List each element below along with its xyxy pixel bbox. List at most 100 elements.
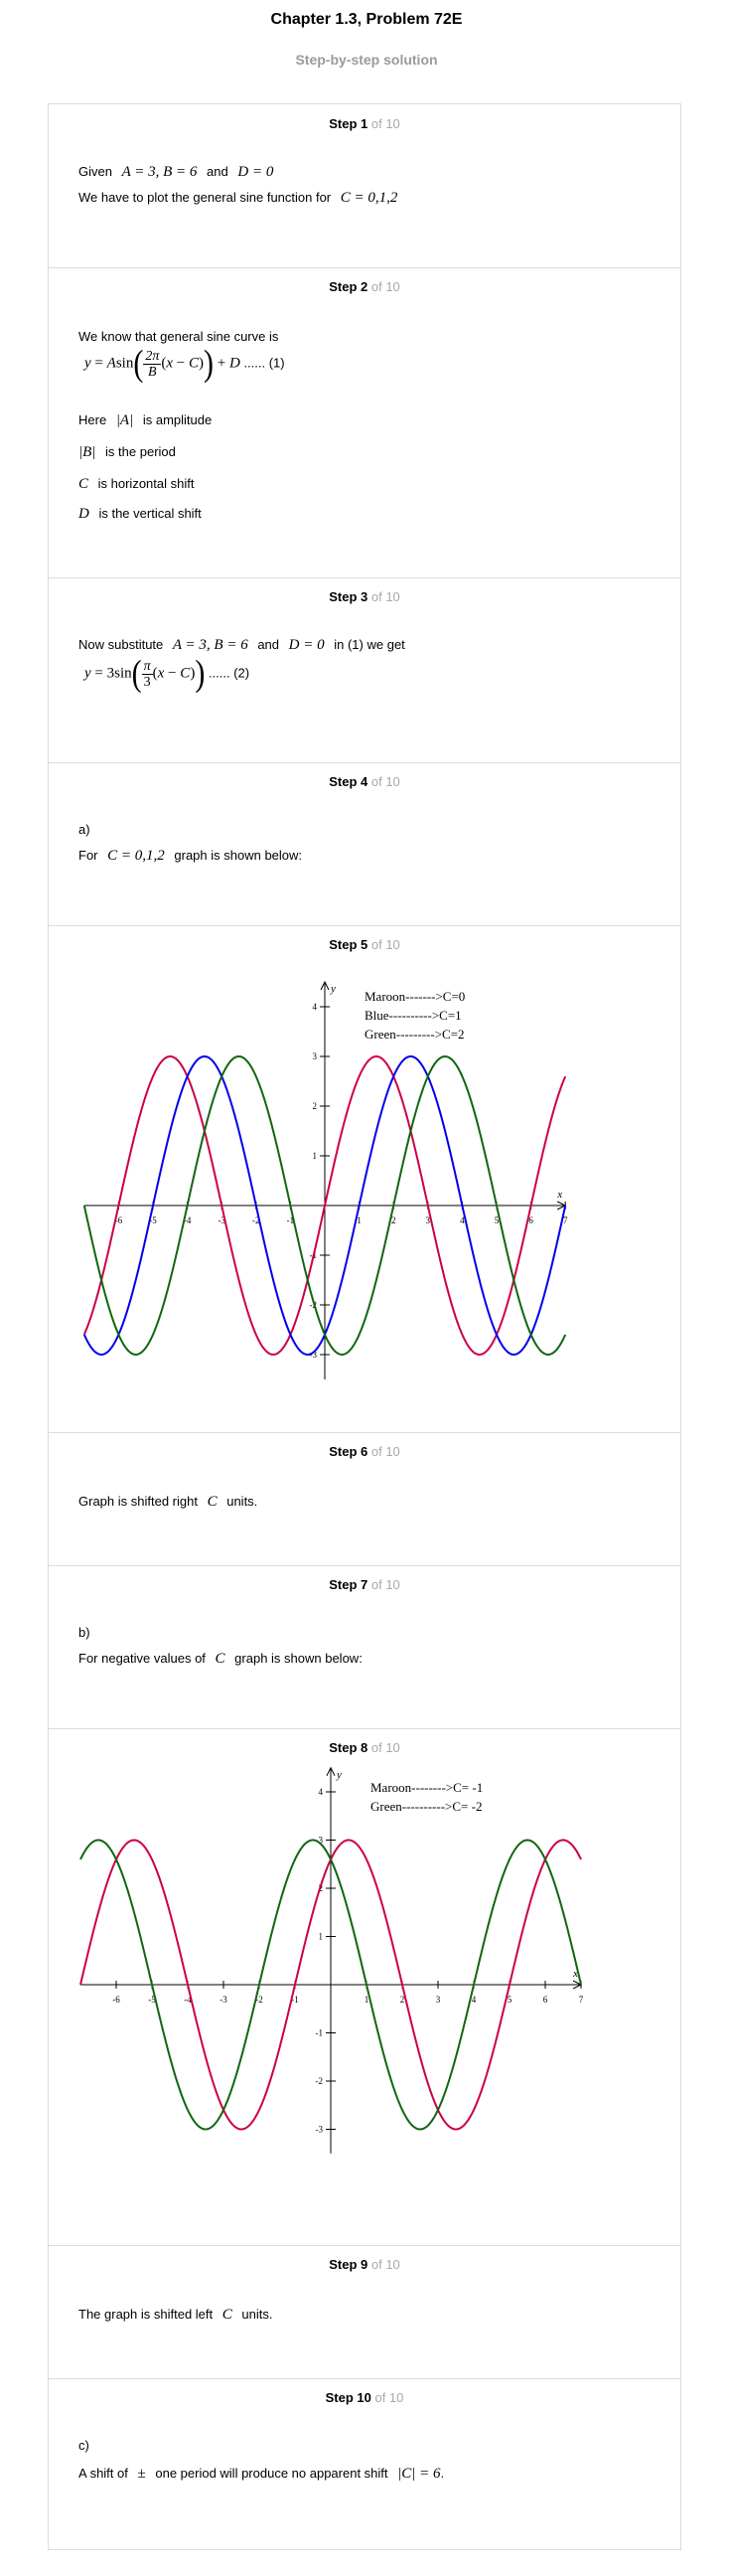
page-subtitle: Step-by-step solution bbox=[295, 52, 438, 68]
x-tick-label: 4 bbox=[460, 1215, 465, 1225]
x-tick-label: -1 bbox=[291, 1995, 299, 2005]
x-tick-label: -4 bbox=[184, 1215, 192, 1225]
general-sine-equation: y = Asin(2π B (x − C)) + D ...... (1) bbox=[84, 342, 285, 384]
step-header: Step 10 of 10 bbox=[49, 2390, 680, 2405]
x-tick-label: 5 bbox=[495, 1215, 500, 1225]
x-tick-label: -2 bbox=[255, 1995, 263, 2005]
step-of-total: of 10 bbox=[370, 1577, 400, 1592]
substitute-line: Now substitute A = 3, B = 6 and D = 0 in… bbox=[78, 637, 405, 653]
given-line: Given A = 3, B = 6 and D = 0 bbox=[78, 164, 273, 181]
step-header: Step 4 of 10 bbox=[49, 774, 680, 789]
step-of-total: of 10 bbox=[370, 1444, 400, 1459]
equation-label: ...... (2) bbox=[208, 665, 250, 681]
step-of-total: of 10 bbox=[374, 2390, 404, 2405]
step-of-total: of 10 bbox=[370, 2257, 400, 2272]
step-7: Step 7 of 10 b) For negative values of C… bbox=[49, 1565, 680, 1729]
y-tick-label: -2 bbox=[316, 2076, 324, 2086]
x-tick-label: 4 bbox=[472, 1995, 477, 2005]
step-number: Step 7 bbox=[329, 1577, 368, 1592]
step-header: Step 6 of 10 bbox=[49, 1444, 680, 1459]
x-tick-label: -6 bbox=[112, 1995, 120, 2005]
d-value: D = 0 bbox=[237, 164, 274, 180]
step-header: Step 2 of 10 bbox=[49, 279, 680, 294]
step-number: Step 9 bbox=[329, 2257, 368, 2272]
step-5: Step 5 of 10 x y -6 -5 -4 -3 -2 -1 1 2 3 4 5 6 7 -3 -2 -1… bbox=[49, 925, 680, 1433]
intro-text: We know that general sine curve is bbox=[78, 329, 279, 344]
series-line-cneg2 bbox=[79, 1839, 582, 2131]
step-1: Step 1 of 10 Given A = 3, B = 6 and D = … bbox=[49, 104, 680, 268]
and-label: and bbox=[207, 164, 228, 179]
plot-line: We have to plot the general sine functio… bbox=[78, 190, 397, 207]
given-values: A = 3, B = 6 bbox=[121, 164, 198, 180]
y-axis-arrow bbox=[320, 980, 330, 991]
x-tick-label: -5 bbox=[149, 1215, 157, 1225]
x-tick-label: 6 bbox=[543, 1995, 548, 2005]
step-of-total: of 10 bbox=[370, 1740, 400, 1755]
x-tick-label: 7 bbox=[563, 1215, 568, 1225]
shift-left-line: The graph is shifted left C units. bbox=[78, 2307, 273, 2323]
given-label: Given bbox=[78, 164, 112, 179]
y-axis-arrow bbox=[326, 1766, 336, 1776]
x-tick-label: 7 bbox=[579, 1995, 584, 2005]
step-header: Step 7 of 10 bbox=[49, 1577, 680, 1592]
step-6: Step 6 of 10 Graph is shifted right C un… bbox=[49, 1432, 680, 1566]
steps-container: Step 1 of 10 Given A = 3, B = 6 and D = … bbox=[48, 103, 681, 2550]
y-tick-label: -2 bbox=[310, 1300, 318, 1310]
y-tick-label: 2 bbox=[313, 1101, 318, 1111]
x-tick-label: 2 bbox=[391, 1215, 396, 1225]
legend-entry: Maroon------->C=0 bbox=[365, 989, 465, 1004]
y-tick-label: 4 bbox=[319, 1787, 324, 1797]
step-of-total: of 10 bbox=[370, 116, 400, 131]
step-of-total: of 10 bbox=[370, 279, 400, 294]
plot-text: We have to plot the general sine functio… bbox=[78, 190, 332, 205]
c-values: C = 0,1,2 bbox=[340, 190, 398, 206]
step-of-total: of 10 bbox=[370, 774, 400, 789]
equation-label: ...... (1) bbox=[243, 355, 285, 371]
x-axis-label: x bbox=[556, 1189, 562, 1201]
x-tick-label: -1 bbox=[287, 1215, 295, 1225]
step-header: Step 5 of 10 bbox=[49, 937, 680, 952]
page-title: Chapter 1.3, Problem 72E bbox=[270, 11, 463, 28]
x-tick-label: 6 bbox=[528, 1215, 533, 1225]
y-tick-label: 3 bbox=[313, 1051, 318, 1061]
x-tick-label: 1 bbox=[365, 1995, 369, 2005]
part-label: c) bbox=[78, 2438, 89, 2453]
y-tick-label: -3 bbox=[310, 1350, 318, 1360]
legend-entry: Maroon-------->C= -1 bbox=[370, 1780, 483, 1795]
x-tick-label: 5 bbox=[508, 1995, 513, 2005]
negative-values-line: For negative values of C graph is shown … bbox=[78, 1651, 363, 1667]
x-tick-label: -5 bbox=[148, 1995, 156, 2005]
y-tick-label: 3 bbox=[319, 1836, 324, 1846]
y-axis-label: y bbox=[330, 983, 336, 995]
step-8: Step 8 of 10 x y -6 -5 -4 -3 -2 -1 1 2 3 4 5 6 7 -3 -2 -1… bbox=[49, 1728, 680, 2246]
step-number: Step 4 bbox=[329, 774, 368, 789]
step-header: Step 3 of 10 bbox=[49, 589, 680, 604]
x-tick-label: 3 bbox=[436, 1995, 441, 2005]
step-of-total: of 10 bbox=[370, 589, 400, 604]
x-tick-label: 2 bbox=[400, 1995, 405, 2005]
x-axis-label: x bbox=[572, 1968, 578, 1980]
substituted-equation: y = 3sin(π 3 (x − C)) ...... (2) bbox=[84, 652, 250, 694]
step-header: Step 9 of 10 bbox=[49, 2257, 680, 2272]
graph-intro-line: For C = 0,1,2 graph is shown below: bbox=[78, 848, 303, 864]
step-number: Step 1 bbox=[329, 116, 368, 131]
amplitude-line: Here |A| is amplitude bbox=[78, 412, 213, 428]
step-of-total: of 10 bbox=[370, 937, 400, 952]
y-tick-label: 1 bbox=[319, 1932, 324, 1942]
step-10: Step 10 of 10 c) A shift of ± one period… bbox=[49, 2378, 680, 2549]
shift-right-line: Graph is shifted right C units. bbox=[78, 1494, 258, 1510]
series-line-c0 bbox=[82, 1054, 567, 1357]
y-axis-label: y bbox=[336, 1769, 342, 1781]
x-tick-label: 1 bbox=[357, 1215, 362, 1225]
x-tick-label: -6 bbox=[115, 1215, 123, 1225]
part-label: b) bbox=[78, 1625, 90, 1640]
step-header: Step 8 of 10 bbox=[49, 1740, 680, 1755]
y-tick-label: 4 bbox=[313, 1002, 318, 1012]
x-tick-label: -3 bbox=[218, 1215, 225, 1225]
y-tick-label: -3 bbox=[316, 2125, 324, 2135]
x-tick-label: -2 bbox=[252, 1215, 259, 1225]
step-number: Step 6 bbox=[329, 1444, 368, 1459]
step-3: Step 3 of 10 Now substitute A = 3, B = 6… bbox=[49, 577, 680, 763]
series-line-c2 bbox=[82, 1054, 567, 1357]
